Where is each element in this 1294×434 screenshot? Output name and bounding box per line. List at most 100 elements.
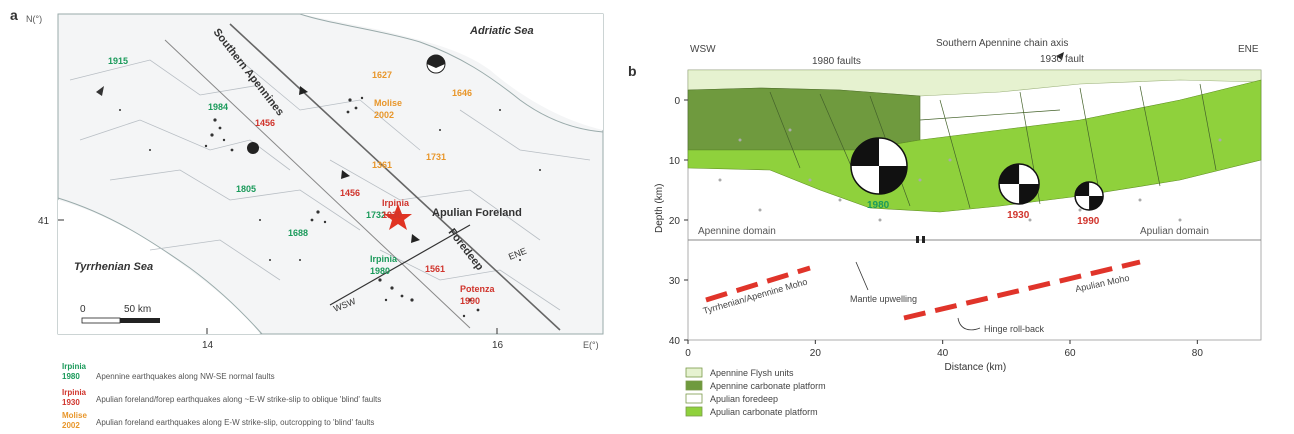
event-label-irpinia-1930: Irpinia (382, 198, 410, 208)
year-label: 1688 (288, 228, 308, 238)
year-label: 1984 (208, 102, 228, 112)
event-label-irpinia-1980: Irpinia (370, 254, 398, 264)
marker-icon (922, 236, 925, 243)
legend-place: Irpinia (62, 362, 87, 371)
ene-label: ENE (1238, 44, 1259, 55)
legend-text: Apulian foreland/forep earthquakes along… (96, 395, 381, 404)
legend-swatch (685, 406, 703, 417)
mechanism-label: 1930 (1007, 210, 1030, 221)
year-label: 1361 (372, 160, 392, 170)
marker-icon (916, 236, 919, 243)
y-tick-label: 20 (669, 216, 681, 227)
fault-1930-label: 1930 fault (1040, 54, 1084, 65)
adriatic-coastline (299, 13, 604, 133)
legend-label: Apennine carbonate platform (710, 381, 826, 391)
year-label: 1646 (452, 88, 472, 98)
focal-mechanisms: 1980 1930 1990 (850, 137, 1104, 227)
scale-bar-black (120, 318, 160, 323)
apulian-foreland-label: Apulian Foreland (432, 207, 522, 219)
year-label: 1732 (366, 210, 386, 220)
beachball-quadrant (999, 164, 1020, 184)
mantle-arrow (855, 261, 869, 291)
year-label: 1915 (108, 56, 128, 66)
apulian-carbonate-layer (687, 79, 1262, 213)
scale-zero: 0 (80, 304, 86, 315)
cross-section-legend: Apennine Flysh units Apennine carbonate p… (685, 367, 826, 417)
map-legend: Irpinia 1980 Apennine earthquakes along … (62, 362, 381, 430)
panel-a-map: a N(°) (10, 7, 604, 430)
focal-mechanism-icon (1074, 181, 1104, 211)
southern-apennines-front (229, 23, 561, 331)
legend-text: Apulian foreland earthquakes along E-W s… (96, 418, 374, 427)
legend-swatch (685, 367, 703, 378)
beachball-quadrant (879, 166, 907, 194)
event-label-potenza-1990: Potenza (460, 284, 496, 294)
focal-mechanism-icon (998, 163, 1040, 205)
hinge-arrow (957, 317, 981, 331)
mechanism-label: 1990 (1077, 216, 1100, 227)
year-label: 1805 (236, 184, 256, 194)
x-tick-label: 20 (810, 348, 822, 359)
legend-year: 2002 (62, 421, 80, 430)
panel-b-cross-section: b 1 (628, 38, 1262, 417)
axes: 0 10 20 30 40 0 20 40 60 80 Depth (km) Distance (km… (654, 96, 1203, 373)
event-label-irpinia-1930-year: 1930 (382, 210, 402, 220)
cross-section-layers (687, 69, 1262, 341)
y-axis-label: Depth (km) (654, 184, 665, 233)
y-tick-label: 10 (669, 156, 681, 167)
legend-entry: Molise 2002 Apulian foreland earthquakes… (62, 411, 374, 430)
thrust-tooth (299, 86, 308, 95)
legend-text: Apennine earthquakes along NW-SE normal … (96, 372, 275, 381)
faults-1980-label: 1980 faults (812, 56, 861, 67)
event-label-molise-2002: Molise (374, 98, 402, 108)
legend-place: Molise (62, 411, 87, 420)
legend-year: 1980 (62, 372, 80, 381)
adriatic-sea-area (300, 14, 603, 130)
beachball-quadrant (1089, 196, 1104, 211)
mechanism-label: 1980 (867, 200, 890, 211)
beachball-quadrant (851, 138, 879, 166)
profile-line (329, 224, 471, 306)
adriatic-sea-label: Adriatic Sea (469, 25, 534, 37)
map-fault-lines (69, 59, 591, 311)
year-label: 1627 (372, 70, 392, 80)
beachball-quadrant (1019, 184, 1040, 204)
legend-year: 1930 (62, 398, 80, 407)
legend-entry: Irpinia 1930 Apulian foreland/forep eart… (62, 388, 381, 407)
lon-tick: 14 (202, 340, 214, 351)
event-label-potenza-1990-year: 1990 (460, 296, 480, 306)
focal-mechanism-icon (426, 54, 446, 74)
lat-unit: N(°) (26, 14, 42, 24)
tyrrhenian-sea-area (58, 200, 260, 334)
seismicity-dots (119, 96, 541, 318)
focal-mechanism-icon (247, 142, 259, 154)
legend-label: Apulian foredeep (710, 394, 778, 404)
epicenter-star-icon (384, 204, 412, 230)
apulian-moho-line (903, 259, 1141, 321)
x-tick-label: 60 (1064, 348, 1076, 359)
hinge-label: Hinge roll-back (984, 324, 1045, 334)
x-tick-label: 80 (1192, 348, 1204, 359)
legend-label: Apulian carbonate platform (710, 407, 818, 417)
apennine-domain-label: Apennine domain (698, 226, 776, 237)
lat-tick: 41 (38, 216, 50, 227)
x-axis-label: Distance (km) (945, 362, 1007, 373)
legend-swatch (685, 393, 703, 404)
wsw-label: WSW (690, 44, 716, 55)
x-tick-label: 40 (937, 348, 949, 359)
thrust-tooth (411, 234, 420, 243)
year-label: 1561 (425, 264, 445, 274)
event-label-molise-2002-year: 2002 (374, 110, 394, 120)
mantle-label: Mantle upwelling (850, 294, 917, 304)
legend-swatch (685, 380, 703, 391)
lon-tick: 16 (492, 340, 504, 351)
y-tick-label: 40 (669, 336, 681, 347)
tyrrhenian-moho-line (705, 265, 811, 303)
year-label: 1456 (340, 188, 360, 198)
y-tick-label: 30 (669, 276, 681, 287)
legend-place: Irpinia (62, 388, 87, 397)
thrust-tooth (341, 170, 350, 179)
y-tick-label: 0 (674, 96, 680, 107)
chain-axis-marker-icon (1056, 52, 1064, 60)
tyrrhenian-sea-label: Tyrrhenian Sea (74, 261, 153, 273)
